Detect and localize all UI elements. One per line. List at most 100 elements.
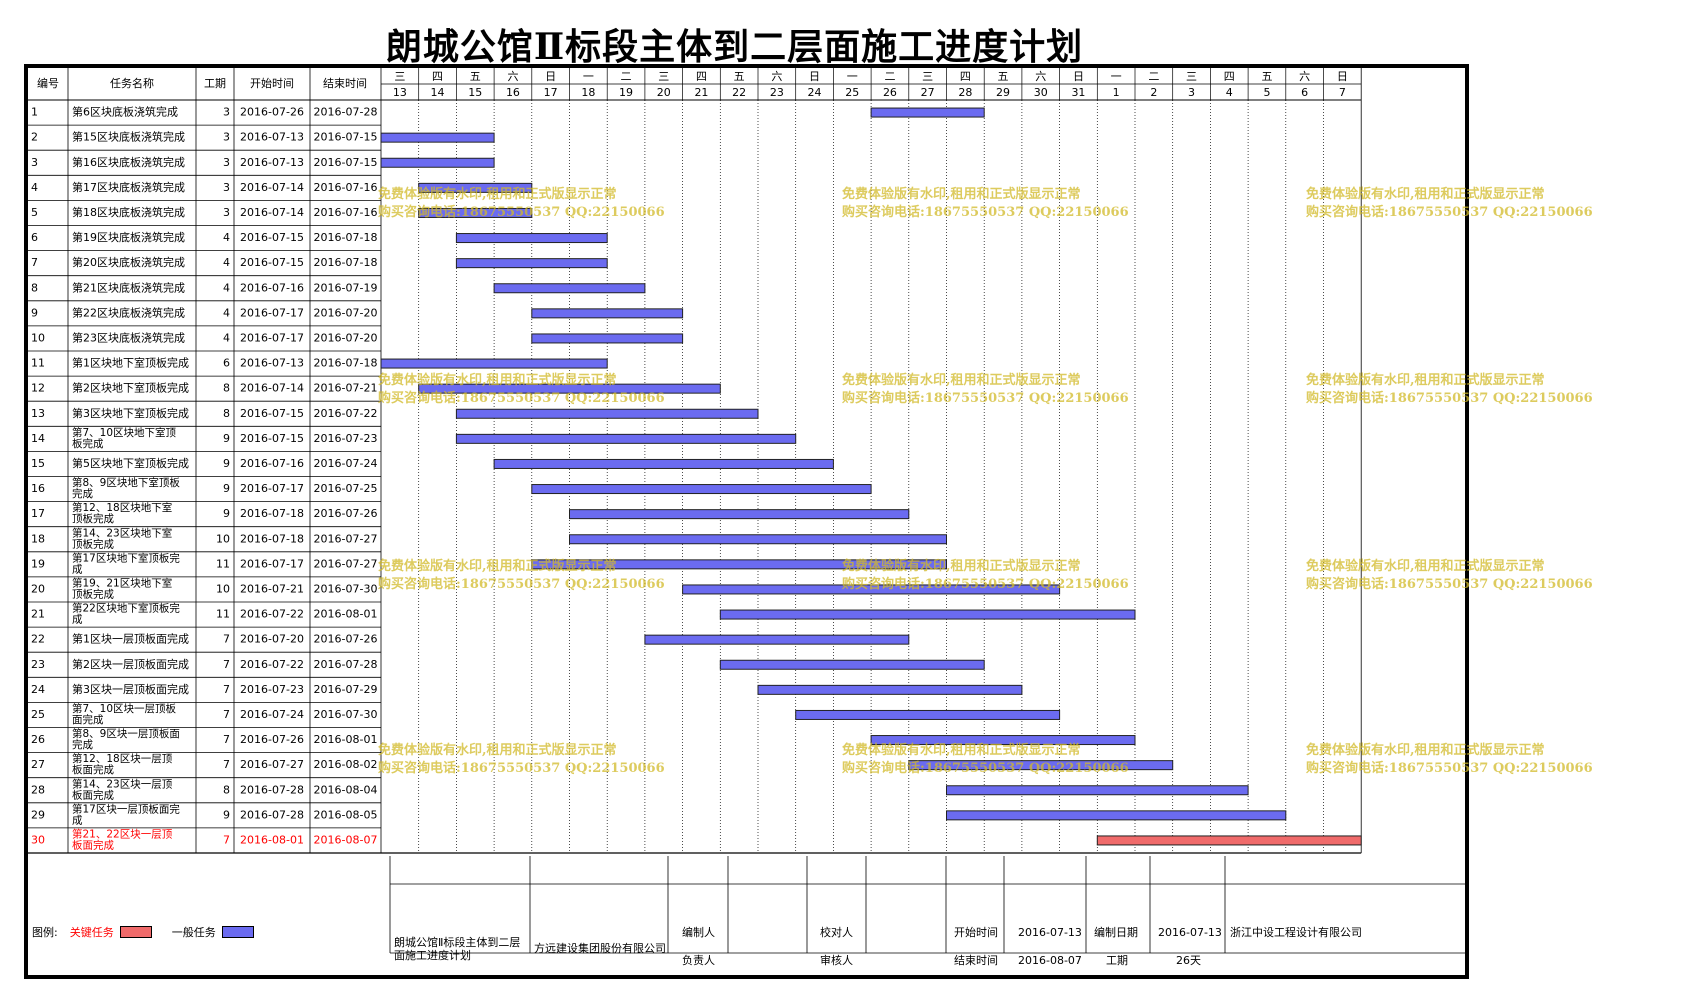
- task-name: 第1区块地下室顶板完成: [72, 356, 189, 370]
- task-start: 2016-07-18: [240, 532, 304, 545]
- task-duration: 4: [223, 256, 230, 269]
- task-name: 第8、9区块一层顶板面: [72, 727, 180, 740]
- task-duration: 3: [223, 181, 230, 194]
- task-bar: [946, 810, 1287, 821]
- task-start: 2016-07-24: [240, 708, 304, 721]
- task-name-cont: 面完成: [72, 713, 104, 726]
- weekday-label: 二: [621, 70, 632, 83]
- weekday-label: 日: [1337, 70, 1348, 83]
- task-name: 第22区块底板浇筑完成: [72, 305, 185, 319]
- task-end: 2016-07-24: [314, 457, 378, 470]
- gantt-frame: 编号 任务名称 工期 开始时间 结束时间三 13 四 14 五 15 六 16 日 17 一 18 二 19 三 20…: [24, 64, 1469, 979]
- task-bar: [870, 107, 985, 118]
- footer-owner-label: 负责人: [682, 954, 715, 967]
- task-name: 第20区块底板浇筑完成: [72, 255, 185, 269]
- day-label: 31: [1071, 86, 1085, 99]
- task-duration: 9: [223, 457, 230, 470]
- task-duration: 10: [216, 582, 230, 595]
- task-end: 2016-07-22: [314, 407, 378, 420]
- watermark-text: 免费体验版有水印,租用和正式版显示正常 购买咨询电话:18675550537 QQ…: [842, 558, 1129, 594]
- task-start: 2016-07-17: [240, 482, 304, 495]
- legend: 图例: 关键任务 一般任务: [32, 924, 254, 940]
- legend-label: 图例:: [32, 926, 58, 939]
- task-id: 2: [31, 131, 38, 144]
- task-id: 14: [31, 432, 45, 445]
- task-bar: [455, 258, 608, 269]
- task-name: 第21、22区块一层顶: [72, 827, 173, 840]
- watermark-line2: 购买咨询电话:18675550537 QQ:22150066: [842, 205, 1129, 220]
- task-end: 2016-07-28: [314, 106, 378, 119]
- task-duration: 8: [223, 382, 230, 395]
- weekday-label: 一: [1111, 70, 1122, 83]
- task-bar: [908, 760, 1174, 771]
- task-name-cont: 顶板完成: [72, 512, 114, 525]
- task-bar: [418, 383, 721, 394]
- task-bar: [380, 157, 495, 168]
- task-name-cont: 成: [72, 563, 83, 575]
- task-name-cont: 板完成: [72, 437, 104, 450]
- task-end: 2016-07-18: [314, 256, 378, 269]
- task-end: 2016-07-20: [314, 331, 378, 344]
- weekday-label: 四: [696, 70, 707, 83]
- task-duration: 4: [223, 331, 230, 344]
- watermark-line1: 免费体验版有水印,租用和正式版显示正常: [1306, 559, 1545, 574]
- task-end: 2016-07-27: [314, 557, 378, 570]
- task-duration: 7: [223, 833, 230, 846]
- footer-date-label: 编制日期: [1094, 926, 1138, 939]
- task-start: 2016-07-27: [240, 758, 304, 771]
- weekday-label: 日: [545, 70, 556, 83]
- task-bar: [418, 182, 533, 193]
- task-start: 2016-07-26: [240, 106, 304, 119]
- task-start: 2016-07-21: [240, 582, 304, 595]
- task-name-cont: 完成: [72, 738, 93, 751]
- task-name: 第12、18区块地下室: [72, 501, 172, 514]
- task-duration: 9: [223, 808, 230, 821]
- task-bar: [455, 433, 797, 444]
- task-id: 19: [31, 557, 45, 570]
- task-start: 2016-07-16: [240, 281, 304, 294]
- task-end: 2016-07-20: [314, 306, 378, 319]
- task-end: 2016-07-29: [314, 683, 378, 696]
- weekday-label: 三: [1186, 70, 1197, 83]
- task-start: 2016-07-15: [240, 231, 304, 244]
- task-name: 第8、9区块地下室顶板: [72, 476, 180, 489]
- task-name: 第2区块地下室顶板完成: [72, 381, 189, 395]
- day-label: 24: [808, 86, 822, 99]
- legend-critical-label: 关键任务: [69, 926, 114, 939]
- task-name-cont: 板面完成: [72, 788, 114, 801]
- task-start: 2016-07-23: [240, 683, 304, 696]
- task-id: 28: [31, 783, 45, 796]
- task-start: 2016-07-26: [240, 733, 304, 746]
- day-label: 27: [921, 86, 935, 99]
- day-label: 23: [770, 86, 784, 99]
- task-start: 2016-07-16: [240, 457, 304, 470]
- watermark-text: 免费体验版有水印,租用和正式版显示正常 购买咨询电话:18675550537 QQ…: [842, 372, 1129, 408]
- footer-start-label: 开始时间: [954, 926, 998, 939]
- watermark-line1: 免费体验版有水印,租用和正式版显示正常: [1306, 373, 1545, 388]
- day-label: 3: [1188, 86, 1195, 99]
- day-label: 25: [845, 86, 859, 99]
- task-id: 6: [31, 231, 38, 244]
- watermark-line2: 购买咨询电话:18675550537 QQ:22150066: [842, 761, 1129, 776]
- task-duration: 4: [223, 281, 230, 294]
- footer-project: 朗城公馆Ⅱ标段主体到二层面施工进度计划: [394, 936, 521, 962]
- header-end: 结束时间: [323, 77, 367, 90]
- task-name: 第3区块地下室顶板完成: [72, 406, 189, 420]
- task-id: 20: [31, 582, 45, 595]
- header-id: 编号: [37, 76, 59, 90]
- task-start: 2016-07-22: [240, 658, 304, 671]
- task-name-cont: 顶板完成: [72, 537, 114, 550]
- task-id: 17: [31, 507, 45, 520]
- task-bar: [380, 132, 495, 143]
- weekday-label: 五: [470, 70, 481, 83]
- task-duration: 11: [216, 557, 230, 570]
- watermark-text: 免费体验版有水印,租用和正式版显示正常 购买咨询电话:18675550537 QQ…: [378, 558, 665, 594]
- task-start: 2016-07-15: [240, 407, 304, 420]
- header-name: 任务名称: [110, 76, 154, 90]
- footer-start-value: 2016-07-13: [1018, 926, 1082, 939]
- task-duration: 9: [223, 482, 230, 495]
- task-end: 2016-07-25: [314, 482, 378, 495]
- watermark-text: 免费体验版有水印,租用和正式版显示正常 购买咨询电话:18675550537 QQ…: [1306, 186, 1593, 222]
- weekday-label: 六: [771, 70, 782, 83]
- watermark-line1: 免费体验版有水印,租用和正式版显示正常: [378, 559, 617, 574]
